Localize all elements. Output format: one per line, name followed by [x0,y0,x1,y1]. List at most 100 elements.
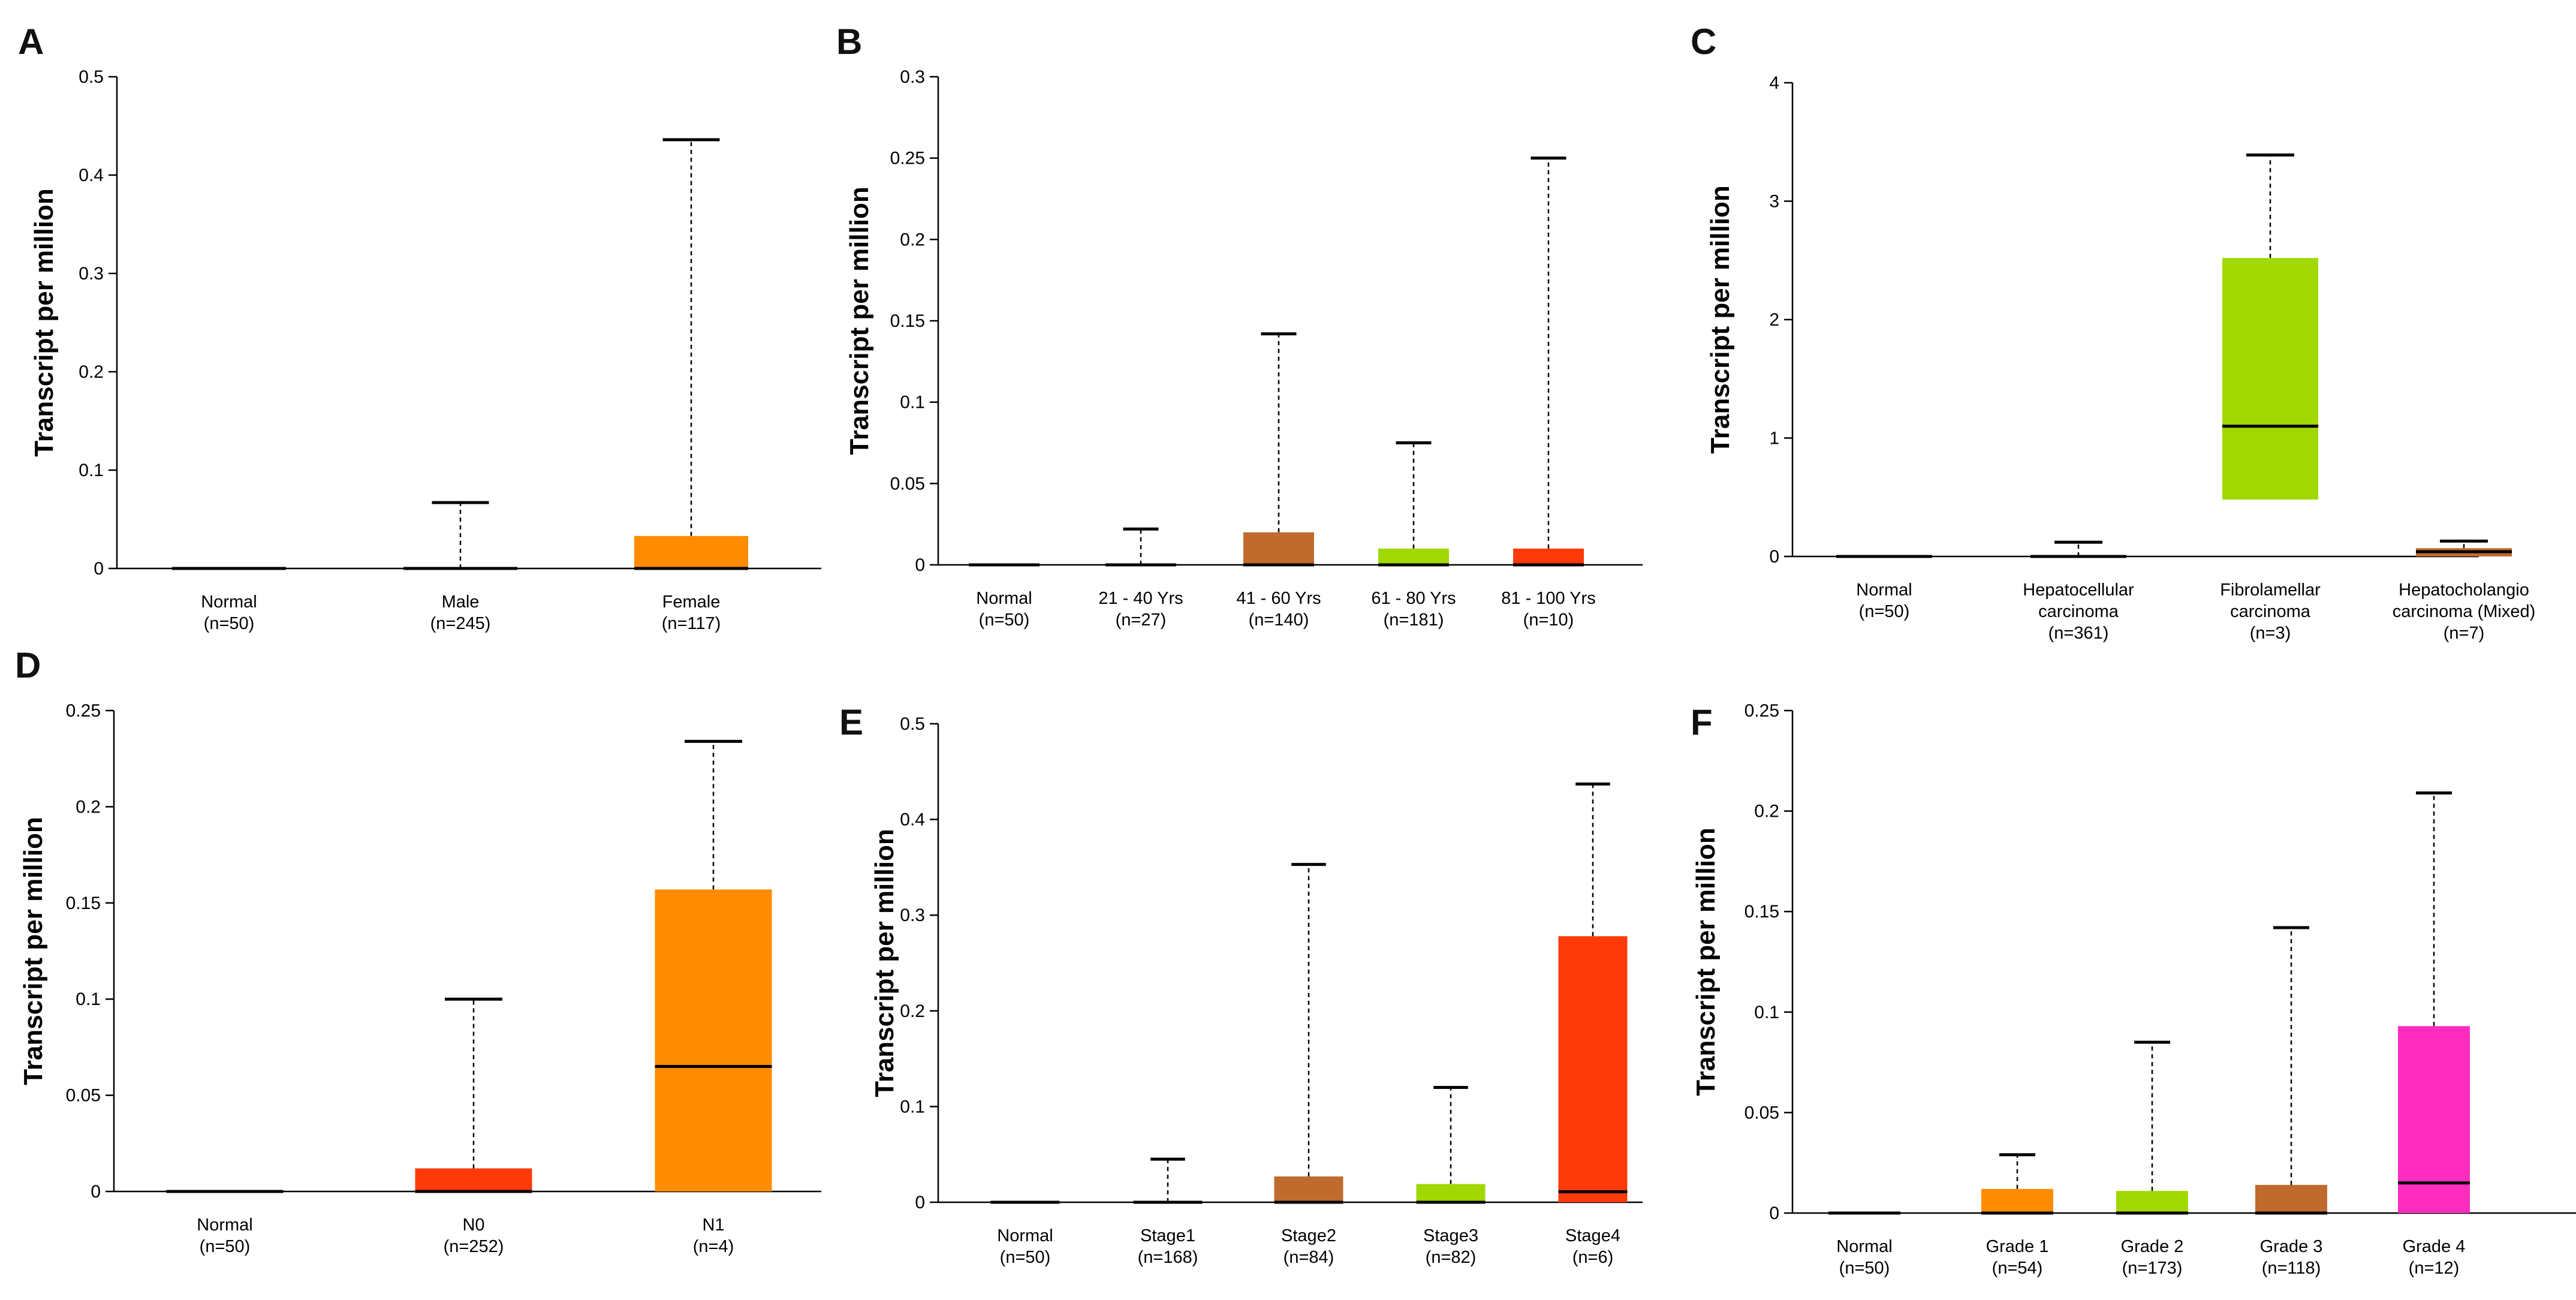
x-tick-label: (n=50) [1000,1248,1051,1267]
box-group: Female (n=117) [634,138,748,633]
x-tick-label: N1 [702,1215,724,1235]
y-tick-label: 0.15 [66,893,101,913]
x-tick-label: Normal [1836,1237,1892,1256]
y-tick-label: 0.15 [890,311,925,331]
x-tick-label: Male [442,592,480,612]
x-tick-label: Grade 1 [1986,1237,2049,1256]
box-group: Stage1 (n=168) [1133,1157,1203,1267]
panel-f: F 0 0.05 0.1 0.15 0.2 0.25 Transcript per milli… [1691,701,2576,1278]
y-tick-label: 0 [1769,1203,1779,1223]
x-tick-label: (n=168) [1138,1248,1198,1267]
x-tick-label: Hepatocholangio [2399,580,2529,600]
y-tick-label: 3 [1769,192,1779,212]
box-group: Stage3 (n=82) [1416,1085,1486,1267]
x-tick-label: Grade 2 [2121,1237,2184,1256]
box-group: 81 - 100 Yrs (n=10) [1501,157,1596,630]
box-group: Stage2 (n=84) [1274,863,1343,1267]
box [1513,548,1584,565]
y-tick-label: 2 [1769,310,1779,330]
y-tick-label: 0.2 [1754,802,1779,821]
panel-d: D 0 0.05 0.1 0.15 0.2 0.25 Transcript per milli… [15,645,821,1256]
box [1274,1176,1343,1202]
box-group: Hepatocholangio carcinoma (Mixed) (n=7) [2393,539,2535,643]
x-tick-label: (n=181) [1384,610,1444,630]
box [655,889,772,1191]
y-tick-label: 0.25 [66,701,101,721]
y-tick-label: 0.2 [900,230,925,249]
panel-letter: D [15,645,41,685]
x-tick-label: 41 - 60 Yrs [1236,589,1321,608]
y-tick-label: 0.05 [66,1086,101,1106]
x-tick-label: (n=50) [1839,1259,1890,1278]
y-tick-label: 0.05 [1745,1103,1779,1123]
box [1243,532,1314,565]
x-tick-label: (n=10) [1523,610,1574,630]
x-tick-label: (n=50) [204,614,255,633]
box-group: Grade 3 (n=118) [2255,926,2327,1278]
x-tick-label: (n=252) [444,1237,504,1256]
x-tick-label: Grade 3 [2260,1237,2323,1256]
x-tick-label: (n=12) [2409,1259,2460,1278]
box [1981,1188,2053,1213]
y-axis-title: Transcript per million [1706,185,1735,453]
box [1416,1184,1486,1202]
x-tick-label: Normal [1856,580,1912,600]
y-tick-label: 0 [91,1182,101,1202]
x-tick-label: Stage3 [1423,1226,1478,1245]
box [2222,258,2318,500]
box [634,535,748,568]
box-group: Grade 2 (n=173) [2116,1040,2188,1278]
panel-letter: B [836,22,862,62]
box-group: 21 - 40 Yrs (n=27) [1098,527,1183,630]
y-tick-label: 1 [1769,429,1779,449]
box-group: Normal (n=50) [172,567,286,633]
y-tick-label: 0.25 [890,149,925,168]
x-tick-label: (n=6) [1572,1248,1614,1267]
box-group: Normal (n=50) [1836,555,1932,621]
x-tick-label: Normal [201,592,257,612]
y-tick-label: 0.5 [900,714,925,734]
x-tick-label: 81 - 100 Yrs [1501,589,1595,608]
x-tick-label: 61 - 80 Yrs [1371,589,1456,608]
box-group: Normal (n=50) [969,563,1040,630]
box-group: Male (n=245) [403,501,517,633]
y-tick-label: 0.2 [900,1001,925,1021]
y-tick-label: 0.3 [900,905,925,925]
x-tick-label: (n=7) [2444,624,2485,643]
y-tick-label: 0.4 [79,165,104,185]
y-tick-label: 0.1 [900,393,925,413]
y-tick-label: 0 [94,559,104,579]
x-tick-label: carcinoma [2038,602,2119,621]
y-tick-label: 0 [915,1193,925,1212]
box [415,1168,532,1191]
panel-letter: F [1691,702,1713,742]
y-tick-label: 0.5 [79,67,104,87]
box-group: Normal (n=50) [990,1200,1060,1267]
panel-e: E 0 0.1 0.2 0.3 0.4 0.5 Transcript per million N… [839,702,1643,1267]
box-group: 41 - 60 Yrs (n=140) [1236,332,1321,630]
x-tick-label: Normal [976,589,1032,608]
box-group: N1 (n=4) [655,739,772,1256]
box-group: Normal (n=50) [1828,1211,1900,1278]
x-tick-label: Fibrolamellar [2220,580,2321,600]
box-group: 61 - 80 Yrs (n=181) [1371,441,1456,630]
y-axis-title: Transcript per million [845,186,874,455]
box-group: N0 (n=252) [415,997,532,1256]
y-axis-title: Transcript per million [870,829,899,1097]
x-tick-label: (n=84) [1284,1248,1334,1267]
x-tick-label: (n=245) [430,614,491,633]
box [1558,936,1628,1202]
x-tick-label: (n=54) [1992,1259,2043,1278]
panel-c: C 0 1 2 3 4 Transcript per million Normal (n=50)… [1691,22,2535,643]
x-tick-label: Normal [997,1226,1053,1245]
box [2398,1026,2470,1213]
y-tick-label: 0 [1769,547,1779,567]
y-tick-label: 0.4 [900,810,925,830]
box-group: Grade 4 (n=12) [2398,791,2470,1278]
panel-a: A 0 0.1 0.2 0.3 0.4 0.5 Transcript per million N… [18,22,821,633]
box-group: Grade 1 (n=54) [1981,1153,2053,1278]
x-tick-label: Female [662,592,721,612]
y-tick-label: 0 [915,555,925,575]
box-group: Normal (n=50) [166,1190,284,1256]
box [1378,548,1449,565]
